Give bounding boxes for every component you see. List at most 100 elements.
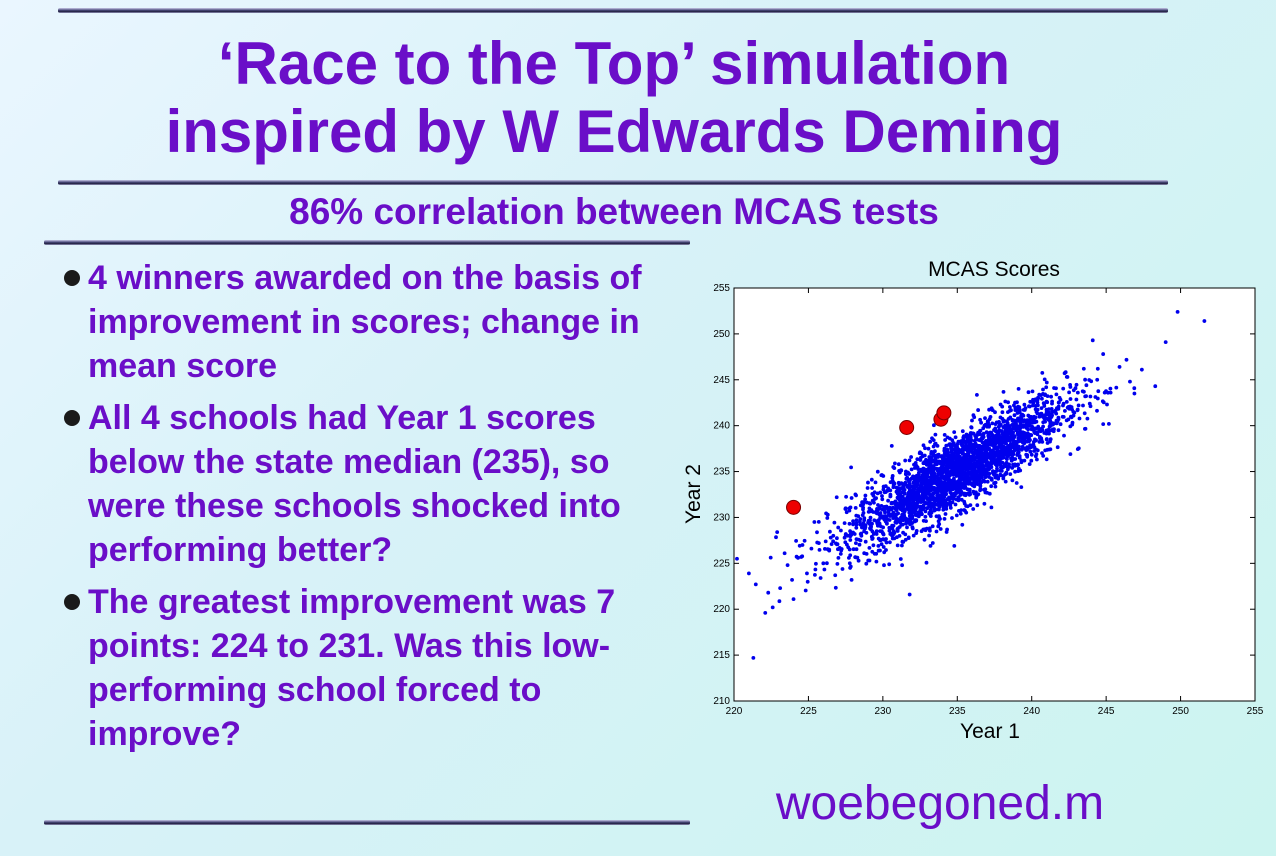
scatter-cloud-point: [918, 458, 923, 462]
scatter-cloud-point: [870, 498, 875, 503]
scatter-cloud-point: [1030, 424, 1035, 429]
scatter-cloud-point: [878, 490, 883, 495]
scatter-cloud-point: [987, 471, 992, 476]
scatter-cloud-point: [930, 481, 934, 486]
scatter-cloud-point: [880, 514, 885, 519]
scatter-cloud-point: [985, 490, 989, 495]
y-tick-label: 210: [713, 696, 730, 707]
scatter-cloud-point: [909, 455, 913, 459]
scatter-cloud-point: [901, 530, 905, 535]
scatter-cloud-point: [1049, 421, 1053, 425]
scatter-cloud-point: [829, 542, 834, 546]
scatter-cloud-point: [939, 487, 944, 492]
scatter-cloud-point: [986, 467, 991, 472]
scatter-cloud-point: [1067, 390, 1071, 395]
scatter-cloud-point: [931, 466, 936, 471]
scatter-cloud-point: [1066, 417, 1071, 422]
scatter-cloud-point: [1011, 425, 1016, 430]
scatter-cloud-point: [915, 457, 920, 462]
scatter-cloud-point: [1022, 458, 1027, 463]
scatter-cloud-point: [1096, 389, 1101, 394]
scatter-cloud-point: [861, 521, 866, 526]
scatter-cloud-point: [979, 420, 983, 425]
scatter-cloud-point: [923, 446, 927, 451]
scatter-point: [952, 543, 957, 548]
scatter-cloud-point: [993, 440, 998, 445]
scatter-cloud-point: [1019, 447, 1024, 452]
scatter-cloud-point: [1014, 481, 1019, 485]
scatter-cloud-point: [926, 446, 931, 451]
scatter-cloud-point: [969, 442, 974, 447]
scatter-cloud-point: [1010, 456, 1014, 460]
scatter-cloud-point: [933, 462, 938, 467]
scatter-cloud-point: [865, 486, 870, 490]
scatter-cloud-point: [1015, 447, 1020, 452]
scatter-cloud-point: [990, 421, 995, 426]
scatter-cloud-point: [940, 455, 945, 460]
scatter-cloud-point: [876, 548, 881, 553]
scatter-cloud-point: [894, 512, 899, 517]
scatter-cloud-point: [987, 475, 991, 479]
scatter-point: [903, 458, 908, 463]
bullet-text: The greatest improvement was 7 points: 2…: [88, 583, 616, 753]
scatter-cloud-point: [982, 501, 987, 506]
scatter-cloud-point: [883, 510, 887, 515]
scatter-cloud-point: [916, 492, 921, 497]
scatter-cloud-point: [1027, 439, 1031, 444]
scatter-cloud-point: [887, 507, 891, 512]
scatter-cloud-point: [843, 532, 848, 536]
scatter-cloud-point: [1107, 422, 1111, 426]
scatter-cloud-point: [828, 529, 832, 534]
scatter-cloud-point: [1043, 419, 1047, 424]
scatter-cloud-point: [984, 472, 989, 477]
scatter-cloud-point: [993, 484, 998, 489]
scatter-cloud-point: [881, 484, 886, 489]
subtitle-rule: [44, 240, 690, 245]
scatter-cloud-point: [1020, 412, 1025, 417]
scatter-cloud-point: [1011, 436, 1016, 440]
scatter-cloud-point: [950, 438, 955, 443]
scatter-cloud-point: [1049, 407, 1054, 411]
y-tick-label: 225: [713, 558, 730, 569]
scatter-cloud-point: [1027, 404, 1032, 409]
scatter-cloud-point: [965, 435, 969, 440]
scatter-cloud-point: [803, 588, 808, 593]
scatter-cloud-point: [996, 434, 1001, 438]
scatter-cloud-point: [848, 529, 852, 533]
scatter-cloud-point: [978, 417, 982, 422]
scatter-cloud-point: [950, 516, 954, 520]
scatter-cloud-point: [937, 505, 942, 509]
scatter-cloud-point: [975, 503, 980, 508]
scatter-cloud-point: [869, 524, 873, 529]
scatter-cloud-point: [1014, 424, 1019, 429]
scatter-cloud-point: [908, 513, 913, 518]
scatter-cloud-point: [933, 432, 938, 437]
scatter-cloud-point: [983, 453, 988, 458]
winner-point: [899, 420, 915, 436]
scatter-cloud-point: [1032, 398, 1037, 403]
scatter-cloud-point: [891, 529, 896, 533]
scatter-cloud-point: [1024, 423, 1029, 427]
scatter-cloud-point: [1001, 419, 1006, 424]
scatter-point: [849, 577, 854, 582]
scatter-cloud-point: [1039, 413, 1043, 418]
scatter-cloud-point: [962, 499, 967, 504]
scatter-cloud-point: [950, 456, 954, 461]
scatter-cloud-point: [914, 519, 918, 523]
scatter-cloud-point: [898, 498, 902, 503]
scatter-cloud-point: [954, 461, 959, 466]
scatter-cloud-point: [836, 556, 841, 560]
scatter-cloud-point: [1016, 387, 1021, 391]
scatter-cloud-point: [942, 483, 947, 487]
scatter-cloud-point: [981, 432, 986, 437]
scatter-cloud-point: [1030, 389, 1035, 394]
scatter-cloud-point: [933, 486, 938, 491]
scatter-cloud-point: [903, 480, 908, 485]
scatter-cloud-point: [1063, 409, 1067, 413]
scatter-cloud-point: [993, 428, 998, 433]
scatter-cloud-point: [1015, 451, 1020, 456]
scatter-cloud-point: [1062, 371, 1067, 376]
scatter-cloud-point: [1012, 413, 1017, 418]
scatter-cloud-point: [921, 527, 926, 532]
scatter-cloud-point: [1016, 469, 1021, 473]
